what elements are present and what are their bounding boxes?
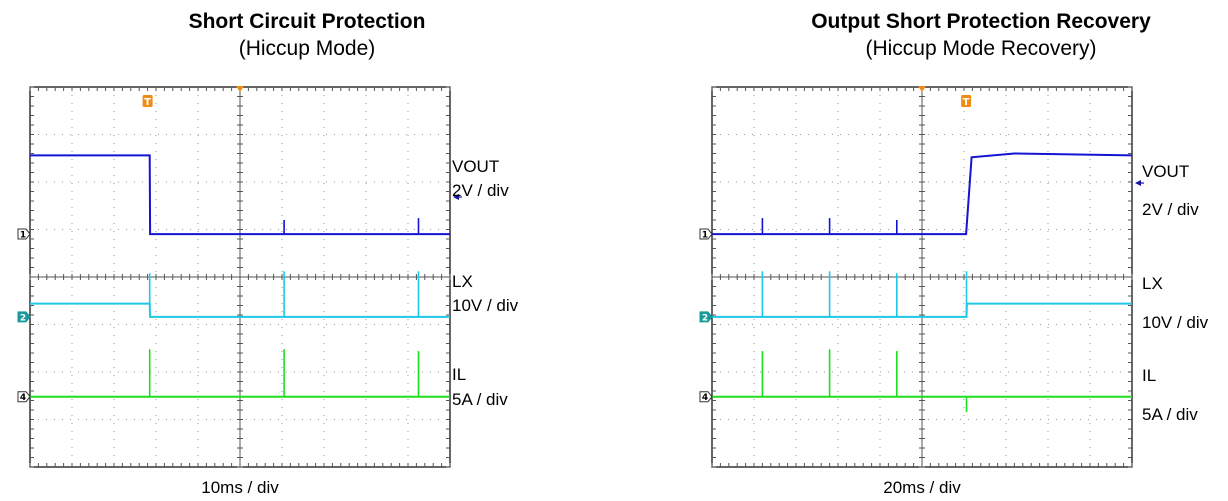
channel-marker-icon: 1 xyxy=(17,228,31,241)
chart-title: Output Short Protection Recovery xyxy=(811,10,1151,33)
series-label-il: IL xyxy=(452,365,467,384)
chart-subtitle: (Hiccup Mode Recovery) xyxy=(865,37,1097,60)
trigger-marker-label: T xyxy=(144,97,151,108)
series-label-lx: LX xyxy=(452,272,473,291)
series-label-il: IL xyxy=(1142,366,1157,385)
series-line xyxy=(30,302,450,318)
trace-vout xyxy=(712,152,1133,236)
series-label-lx: LX xyxy=(1142,274,1163,293)
series-line xyxy=(30,154,450,236)
trace-il xyxy=(30,349,450,398)
channel-marker-shape xyxy=(17,391,31,403)
trigger-marker-label: T xyxy=(963,97,970,108)
channel-marker-shape xyxy=(17,228,31,240)
channel-marker-shape xyxy=(17,311,31,323)
channel-marker-label: 2 xyxy=(20,313,26,323)
trigger-marker-icon xyxy=(142,95,153,107)
series-label-vout: VOUT xyxy=(452,157,500,176)
channel-marker-label: 4 xyxy=(702,393,708,403)
trace-lx xyxy=(712,271,1132,318)
channel-marker-icon: 2 xyxy=(699,311,713,323)
channel-marker-label: 2 xyxy=(702,313,708,323)
chart-panel-recovery: Output Short Protection Recovery (Hiccup… xyxy=(614,0,1228,501)
channel-marker-label: 1 xyxy=(702,231,708,241)
graticule xyxy=(711,86,1133,468)
scale-label-vout: 2V / div xyxy=(452,181,509,200)
scale-label-vout: 2V / div xyxy=(1142,200,1199,219)
channel-marker-shape xyxy=(699,391,713,403)
scale-label-lx: 10V / div xyxy=(1142,313,1209,332)
offset-arrow-icon xyxy=(453,194,459,200)
chart-subtitle: (Hiccup Mode) xyxy=(238,37,376,60)
oscilloscope-plot: T 1 2 4 xyxy=(17,86,462,468)
trace-vout xyxy=(30,154,450,236)
channel-marker-shape xyxy=(699,311,713,323)
series-line xyxy=(712,152,1133,236)
channel-marker-icon: 2 xyxy=(17,311,31,323)
x-axis-label: 20ms / div xyxy=(883,478,961,497)
scale-label-lx: 10V / div xyxy=(452,296,519,315)
chart-panel-short-circuit: Short Circuit Protection (Hiccup Mode) T… xyxy=(17,10,519,497)
graticule xyxy=(29,86,451,468)
position-marker-icon xyxy=(236,86,244,92)
scale-label-il: 5A / div xyxy=(452,390,508,409)
offset-arrow-icon xyxy=(1135,180,1141,186)
series-label-vout: VOUT xyxy=(1142,162,1190,181)
x-axis-label: 10ms / div xyxy=(201,478,279,497)
channel-marker-label: 1 xyxy=(20,231,26,241)
channel-marker-icon: 4 xyxy=(17,391,31,403)
position-marker-icon xyxy=(918,86,926,92)
channel-marker-icon: 4 xyxy=(699,391,713,403)
trace-il xyxy=(712,349,1132,412)
channel-marker-icon: 1 xyxy=(699,228,713,241)
trace-lx xyxy=(30,271,450,318)
channel-marker-label: 4 xyxy=(20,393,26,403)
channel-marker-shape xyxy=(699,228,713,240)
trigger-marker-icon xyxy=(961,95,972,107)
chart-title: Short Circuit Protection xyxy=(188,10,426,33)
scale-label-il: 5A / div xyxy=(1142,405,1198,424)
oscilloscope-plot: T 1 2 4 xyxy=(699,86,1144,468)
